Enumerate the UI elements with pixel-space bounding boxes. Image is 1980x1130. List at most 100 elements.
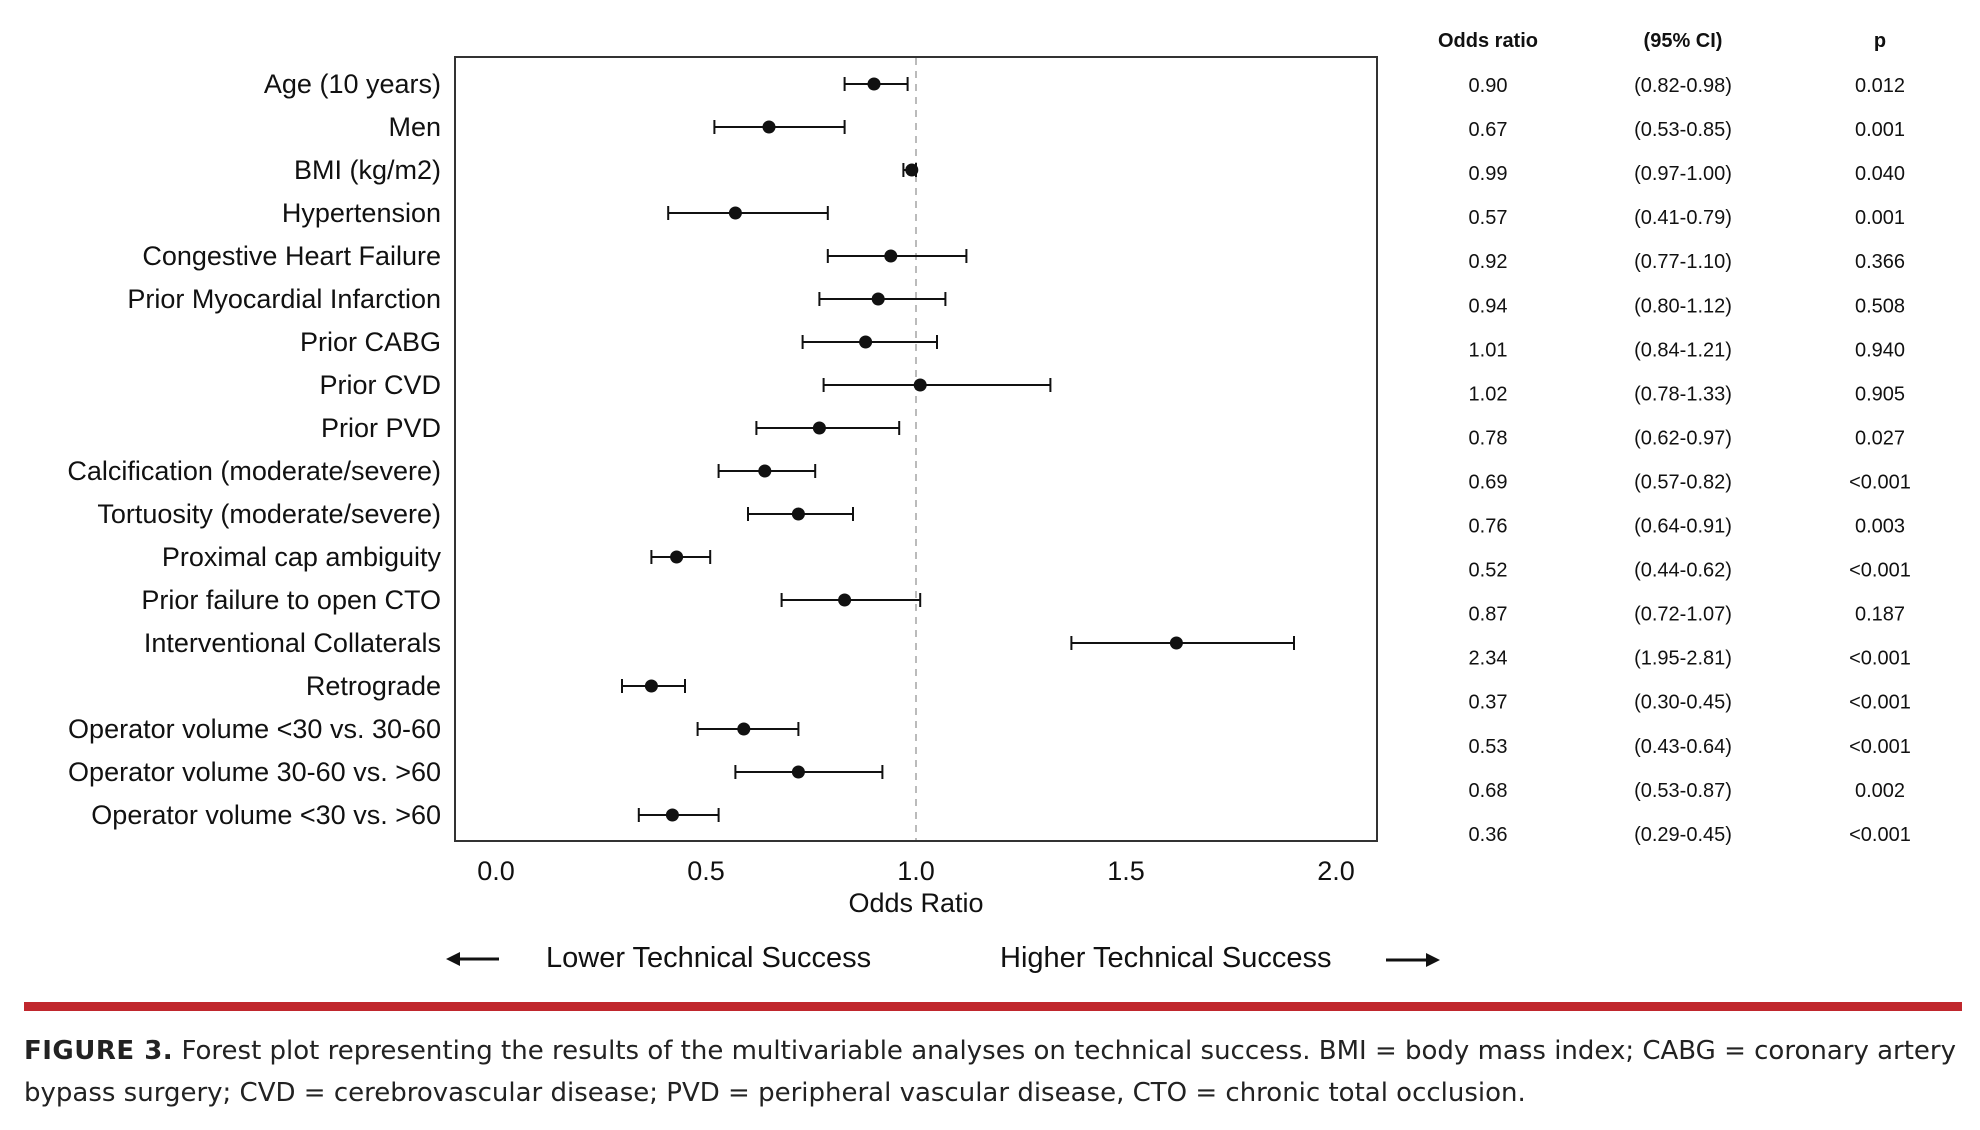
- table-cell-or: 0.94: [1469, 295, 1508, 317]
- row-label-hypertension: Hypertension: [282, 198, 441, 228]
- table-cell-ci: (0.41-0.79): [1634, 207, 1732, 229]
- row-label-prior-cabg: Prior CABG: [300, 327, 441, 357]
- or-point: [665, 808, 679, 822]
- or-point: [762, 120, 776, 134]
- table-cell-p: <0.001: [1849, 736, 1911, 758]
- table-cell-p: <0.001: [1849, 824, 1911, 846]
- table-cell-ci: (0.84-1.21): [1634, 339, 1732, 361]
- table-cell-or: 0.37: [1469, 692, 1508, 714]
- table-cell-ci: (0.97-1.00): [1634, 163, 1732, 185]
- row-label-proximal-cap-ambiguity: Proximal cap ambiguity: [162, 542, 442, 572]
- table-cell-p: 0.003: [1855, 516, 1905, 538]
- table-cell-ci: (0.72-1.07): [1634, 604, 1732, 626]
- or-point: [838, 593, 852, 607]
- or-point: [913, 378, 927, 392]
- ci-mark-prior-cvd: [822, 378, 1052, 392]
- caption-label: FIGURE 3.: [24, 1036, 174, 1066]
- or-point: [871, 292, 885, 306]
- ci-mark-prior-cabg: [801, 335, 938, 349]
- row-label-prior-cvd: Prior CVD: [319, 370, 441, 400]
- table-cell-ci: (0.82-0.98): [1634, 75, 1732, 97]
- table-cell-p: 0.366: [1855, 251, 1905, 273]
- or-point: [812, 421, 826, 435]
- table-cell-or: 0.36: [1469, 824, 1508, 846]
- ci-mark-prior-failure-to-open-cto: [780, 593, 922, 607]
- or-point: [644, 679, 658, 693]
- table-cell-ci: (0.44-0.62): [1634, 560, 1732, 582]
- ci-mark-operator-volume-30-vs-30-60: [696, 722, 800, 736]
- table-cell-or: 0.99: [1469, 163, 1508, 185]
- results-table: Odds ratio (95% CI) p 0.90 (0.82-0.98) 0.012 0…: [1438, 30, 1911, 846]
- x-tick-label: 0.0: [477, 856, 515, 886]
- ci-mark-operator-volume-30-vs-60: [637, 808, 720, 822]
- or-point: [859, 335, 873, 349]
- row-label-operator-volume-30-vs-60: Operator volume <30 vs. >60: [91, 800, 441, 830]
- table-cell-ci: (0.62-0.97): [1634, 427, 1732, 449]
- ci-mark-men: [713, 120, 846, 134]
- or-point: [905, 163, 919, 177]
- table-cell-or: 0.87: [1469, 604, 1508, 626]
- table-cell-p: 0.002: [1855, 780, 1905, 802]
- table-cell-p: 0.508: [1855, 295, 1905, 317]
- ci-mark-bmi-kg-m2: [902, 163, 919, 177]
- ci-mark-operator-volume-30-60-vs-60: [734, 765, 884, 779]
- ci-mark-proximal-cap-ambiguity: [650, 550, 712, 564]
- table-cell-or: 0.57: [1469, 207, 1508, 229]
- row-labels: Age (10 years) Men BMI (kg/m2) Hypertension…: [67, 69, 441, 830]
- table-cell-ci: (0.53-0.87): [1634, 780, 1732, 802]
- table-cell-or: 0.76: [1469, 516, 1508, 538]
- table-cell-ci: (0.43-0.64): [1634, 736, 1732, 758]
- table-cell-p: 0.905: [1855, 383, 1905, 405]
- table-cell-ci: (0.53-0.85): [1634, 119, 1732, 141]
- table-header: Odds ratio: [1438, 30, 1538, 52]
- ci-mark-prior-pvd: [755, 421, 901, 435]
- table-cell-p: 0.001: [1855, 119, 1905, 141]
- ci-mark-tortuosity-moderate-severe: [747, 507, 854, 521]
- table-cell-ci: (0.29-0.45): [1634, 824, 1732, 846]
- or-point: [884, 249, 898, 263]
- or-point: [867, 77, 881, 91]
- row-label-bmi-kg-m2: BMI (kg/m2): [294, 155, 441, 185]
- table-cell-or: 0.52: [1469, 560, 1508, 582]
- row-label-congestive-heart-failure: Congestive Heart Failure: [142, 241, 441, 271]
- x-tick-label: 1.5: [1107, 856, 1145, 886]
- ci-mark-retrograde: [621, 679, 686, 693]
- table-cell-p: 0.027: [1855, 427, 1905, 449]
- right-arrowhead-icon: [1426, 953, 1440, 967]
- higher-success-label: Higher Technical Success: [1000, 942, 1332, 974]
- table-cell-p: 0.187: [1855, 604, 1905, 626]
- or-point: [791, 765, 805, 779]
- table-cell-p: <0.001: [1849, 560, 1911, 582]
- table-cell-p: <0.001: [1849, 471, 1911, 493]
- ci-mark-age-10-years: [843, 77, 909, 91]
- row-label-age-10-years: Age (10 years): [264, 69, 441, 99]
- row-label-men: Men: [388, 112, 441, 142]
- x-tick-label: 1.0: [897, 856, 935, 886]
- table-cell-ci: (1.95-2.81): [1634, 648, 1732, 670]
- table-cell-ci: (0.77-1.10): [1634, 251, 1732, 273]
- row-label-interventional-collaterals: Interventional Collaterals: [144, 628, 441, 658]
- table-cell-or: 0.90: [1469, 75, 1508, 97]
- x-axis-label: Odds Ratio: [848, 888, 983, 918]
- table-cell-p: 0.012: [1855, 75, 1905, 97]
- ci-mark-hypertension: [667, 206, 829, 220]
- table-cell-p: 0.001: [1855, 207, 1905, 229]
- table-cell-ci: (0.30-0.45): [1634, 692, 1732, 714]
- row-label-prior-myocardial-infarction: Prior Myocardial Infarction: [127, 284, 441, 314]
- table-cell-p: <0.001: [1849, 648, 1911, 670]
- table-cell-or: 1.01: [1469, 339, 1508, 361]
- or-point: [1169, 636, 1183, 650]
- row-label-prior-pvd: Prior PVD: [321, 413, 441, 443]
- row-label-operator-volume-30-60-vs-60: Operator volume 30-60 vs. >60: [68, 757, 441, 787]
- or-point: [737, 722, 751, 736]
- table-cell-ci: (0.64-0.91): [1634, 516, 1732, 538]
- x-tick-label: 0.5: [687, 856, 725, 886]
- row-label-retrograde: Retrograde: [306, 671, 441, 701]
- table-cell-or: 0.68: [1469, 780, 1508, 802]
- table-cell-ci: (0.80-1.12): [1634, 295, 1732, 317]
- or-point: [758, 464, 772, 478]
- table-header: p: [1874, 30, 1886, 52]
- or-point: [670, 550, 684, 564]
- table-cell-or: 0.69: [1469, 471, 1508, 493]
